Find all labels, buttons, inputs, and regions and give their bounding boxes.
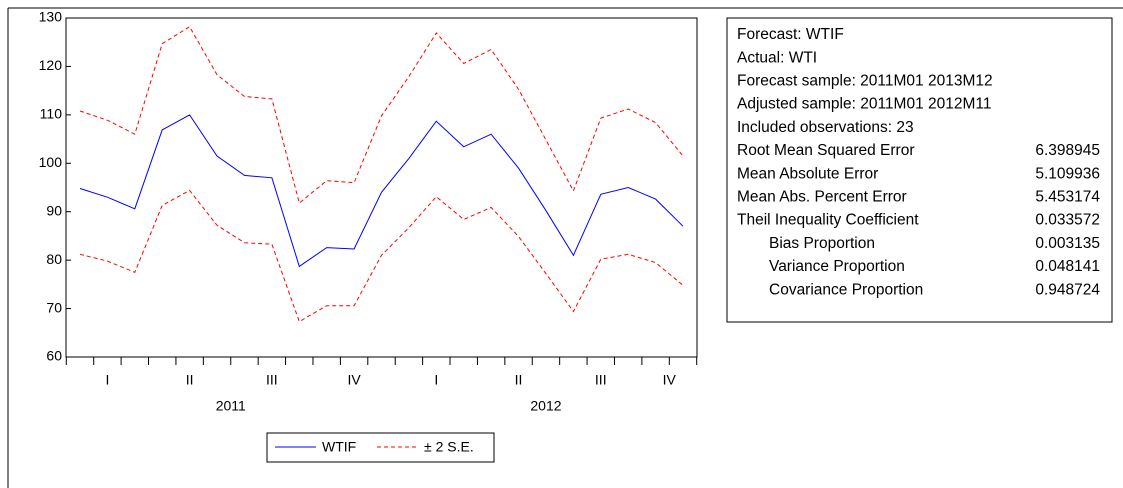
quarter-label: IV (347, 372, 361, 388)
stats-label: Root Mean Squared Error (737, 142, 914, 159)
stats-label: Covariance Proportion (769, 281, 923, 298)
legend-label: ± 2 S.E. (424, 439, 474, 455)
quarter-label: II (186, 372, 194, 388)
stats-header: Adjusted sample: 2011M01 2012M11 (737, 96, 991, 113)
year-label: 2011 (216, 398, 246, 414)
stats-value: 0.003135 (1035, 235, 1100, 252)
y-tick-label: 130 (39, 9, 63, 25)
stats-label: Variance Proportion (769, 258, 905, 275)
y-tick-label: 60 (46, 348, 62, 364)
stats-value: 5.453174 (1035, 188, 1100, 205)
quarter-label: I (105, 372, 109, 388)
stats-label: Theil Inequality Coefficient (737, 212, 919, 229)
stats-value: 0.948724 (1035, 281, 1100, 298)
legend-label: WTIF (322, 439, 356, 455)
quarter-label: I (434, 372, 438, 388)
y-tick-label: 90 (46, 202, 62, 218)
stats-label: Mean Absolute Error (737, 165, 878, 182)
quarter-label: III (595, 372, 607, 388)
stats-header: Included observations: 23 (737, 119, 914, 136)
stats-label: Bias Proportion (769, 235, 875, 252)
y-tick-label: 100 (39, 154, 63, 170)
quarter-label: III (266, 372, 278, 388)
plot-frame (65, 17, 698, 358)
stats-header: Forecast sample: 2011M01 2013M12 (737, 72, 993, 89)
lower-band (79, 189, 684, 323)
y-tick-label: 80 (46, 251, 62, 267)
stats-value: 6.398945 (1035, 142, 1100, 159)
stats-header: Forecast: WTIF (737, 26, 844, 43)
y-tick-label: 110 (40, 106, 63, 122)
quarter-label: IV (663, 372, 677, 388)
quarter-label: II (515, 372, 523, 388)
y-tick-label: 70 (46, 299, 62, 315)
y-tick-label: 120 (39, 57, 63, 73)
stats-box (726, 17, 1113, 323)
stats-value: 0.048141 (1035, 258, 1100, 275)
stats-value: 0.033572 (1035, 212, 1100, 229)
stats-header: Actual: WTI (737, 49, 817, 66)
stats-value: 5.109936 (1035, 165, 1100, 182)
year-label: 2012 (530, 398, 561, 414)
forecast-line (79, 114, 684, 268)
upper-band (79, 26, 684, 204)
legend-box (266, 432, 495, 463)
stats-label: Mean Abs. Percent Error (737, 188, 907, 205)
